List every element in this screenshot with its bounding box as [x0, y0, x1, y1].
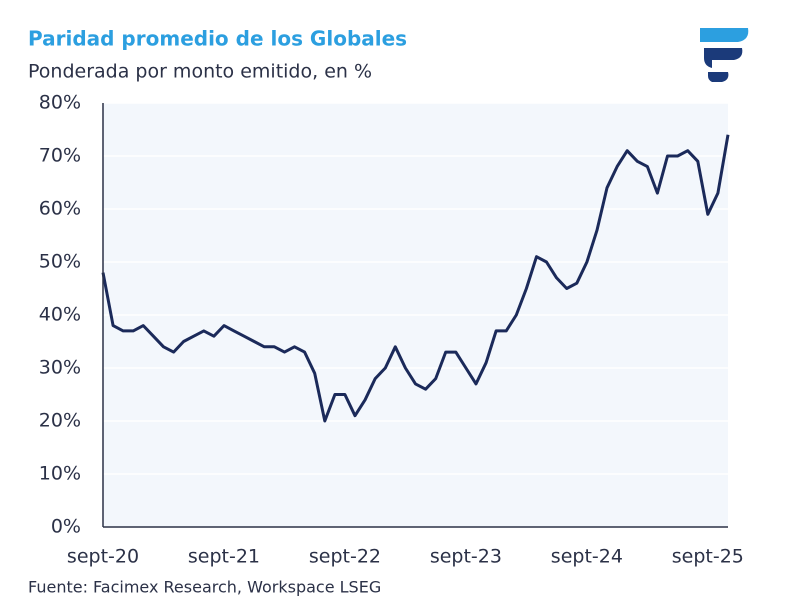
y-tick-label: 30%: [39, 357, 81, 379]
x-tick-label: sept-24: [551, 546, 623, 568]
line-series: [101, 134, 730, 423]
logo: [700, 28, 749, 82]
y-tick-label: 40%: [39, 304, 81, 326]
y-tick-label: 60%: [39, 198, 81, 220]
x-tick-label: sept-20: [67, 546, 139, 568]
chart-title: Paridad promedio de los Globales: [28, 27, 407, 51]
y-tick-label: 10%: [39, 463, 81, 485]
y-tick-label: 80%: [39, 92, 81, 114]
y-tick-label: 50%: [39, 251, 81, 273]
y-tick-label: 20%: [39, 410, 81, 432]
x-tick-label: sept-22: [309, 546, 381, 568]
x-tick-label: sept-25: [672, 546, 744, 568]
x-tick-label: sept-23: [430, 546, 502, 568]
x-tick-label: sept-21: [188, 546, 260, 568]
y-tick-label: 0%: [51, 516, 81, 538]
chart-subtitle: Ponderada por monto emitido, en %: [28, 61, 372, 83]
source: Fuente: Facimex Research, Workspace LSEG: [28, 578, 381, 597]
y-tick-label: 70%: [39, 145, 81, 167]
